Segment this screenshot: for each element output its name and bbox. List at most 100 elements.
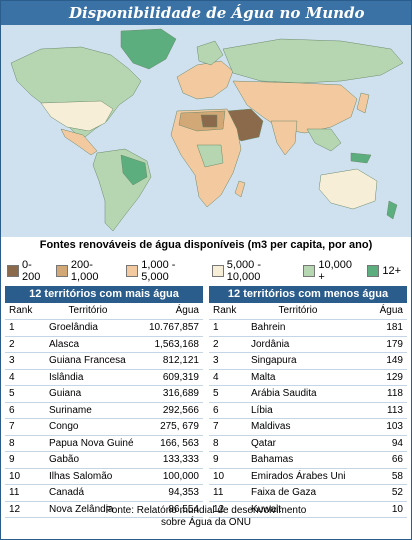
legend-swatch: [367, 265, 380, 277]
table-row: 3 Guiana Francesa 812,121: [5, 353, 203, 370]
row-rank: 7: [213, 421, 219, 432]
table-row: 1 Bahrein 181: [209, 320, 407, 337]
table-row: 9 Bahamas 66: [209, 452, 407, 469]
legend-item: 10,000 +: [303, 259, 361, 283]
row-water-value: 316,689: [162, 388, 199, 399]
table-row: 6 Líbia 113: [209, 403, 407, 419]
table-least-header: 12 territórios com menos água: [209, 286, 407, 303]
source-line: Fonte: Relatório mundial de desenvolvime…: [105, 505, 307, 516]
legend-item: 0-200: [7, 259, 50, 283]
row-territory: Guiana: [49, 388, 82, 399]
legend-label: 1,000 - 5,000: [141, 259, 176, 283]
row-water-value: 118: [387, 388, 403, 399]
table-row: 1 Groelândia 10.767,857: [5, 320, 203, 337]
row-water-value: 103: [386, 421, 403, 432]
row-territory: Ilhas Salomão: [49, 470, 113, 482]
row-water-value: 113: [387, 404, 403, 416]
row-territory: Kuwait: [251, 503, 282, 515]
col-rank: Rank: [213, 305, 237, 316]
europe-shape: [176, 60, 234, 100]
col-water: Água: [379, 305, 403, 316]
row-territory: Papua Nova Guiné: [49, 437, 134, 449]
row-water-value: 66: [391, 454, 403, 465]
papua-shape: [350, 152, 372, 164]
table-most-water: 12 territórios com mais água Rank Territ…: [5, 286, 203, 518]
row-water-value: 149: [386, 355, 403, 366]
row-territory: Guiana Francesa: [49, 355, 126, 366]
row-rank: 11: [9, 487, 20, 498]
table-row: 12 Kuwait 10: [209, 502, 407, 518]
table-row: 4 Malta 129: [209, 370, 407, 386]
row-territory: Nova Zelândia: [49, 503, 114, 515]
row-territory: Jordânia: [251, 338, 290, 350]
row-territory: Faixa de Gaza: [251, 487, 317, 498]
col-territory: Território: [68, 305, 108, 316]
legend-swatch: [211, 265, 224, 277]
legend-swatch: [126, 265, 139, 277]
usa-shape: [40, 100, 114, 132]
row-rank: 3: [213, 355, 219, 366]
row-water-value: 94,353: [168, 487, 199, 498]
table-column-headers: Rank Território Água: [5, 303, 203, 320]
row-rank: 4: [9, 371, 15, 383]
row-territory: Qatar: [251, 437, 277, 449]
legend-swatch: [303, 265, 316, 277]
legend-label: 10,000 +: [318, 259, 353, 283]
row-rank: 12: [9, 503, 21, 515]
australia-shape: [318, 168, 378, 210]
world-map-svg: [1, 25, 411, 237]
row-rank: 1: [213, 322, 219, 333]
row-water-value: 812,121: [162, 355, 199, 366]
legend-label: 200-1,000: [70, 259, 99, 283]
table-row: 12 Nova Zelândia 86,554: [5, 502, 203, 518]
row-territory: Líbia: [251, 404, 273, 416]
row-rank: 2: [9, 338, 15, 350]
table-most-header: 12 territórios com mais água: [5, 286, 203, 303]
row-water-value: 179: [386, 338, 403, 350]
libya-shape: [200, 114, 218, 128]
scandinavia-shape: [196, 40, 224, 66]
source-line: sobre Água da ONU: [160, 517, 252, 528]
row-rank: 11: [213, 487, 224, 498]
row-rank: 10: [9, 470, 21, 482]
table-row: 4 Islândia 609,319: [5, 370, 203, 386]
table-column-headers: Rank Território Água: [209, 303, 407, 320]
row-territory: Bahamas: [251, 454, 294, 465]
legend-swatch: [7, 265, 19, 277]
row-rank: 9: [9, 454, 15, 465]
row-rank: 5: [213, 388, 219, 399]
row-water-value: 181: [386, 322, 403, 333]
row-territory: Singapura: [251, 355, 297, 366]
table-row: 7 Congo 275, 679: [5, 419, 203, 436]
table-row: 11 Canadá 94,353: [5, 485, 203, 502]
row-rank: 8: [213, 437, 219, 449]
row-territory: Congo: [49, 421, 79, 432]
table-row: 5 Guiana 316,689: [5, 386, 203, 403]
row-territory: Gabão: [49, 454, 80, 465]
row-water-value: 86,554: [168, 503, 199, 515]
row-water-value: 100,000: [162, 470, 199, 482]
row-water-value: 52: [391, 487, 403, 498]
india-shape: [270, 120, 298, 156]
row-water-value: 58: [391, 470, 403, 482]
table-least-water: 12 territórios com menos água Rank Terri…: [209, 286, 407, 518]
table-row: 10 Ilhas Salomão 100,000: [5, 469, 203, 485]
map-subtitle: Fontes renováveis de água disponíveis (m…: [39, 239, 373, 251]
table-row: 8 Qatar 94: [209, 436, 407, 452]
row-rank: 3: [9, 355, 15, 366]
southeast-asia-shape: [306, 128, 342, 152]
row-rank: 2: [213, 338, 219, 350]
row-territory: Groelândia: [49, 322, 98, 333]
row-water-value: 129: [386, 371, 403, 383]
table-row: 5 Arábia Saudita 118: [209, 386, 407, 403]
legend-label: 0-200: [21, 259, 41, 283]
row-rank: 4: [213, 371, 219, 383]
table-row: 2 Alasca 1,563,168: [5, 337, 203, 353]
row-territory: Islândia: [49, 371, 84, 383]
row-territory: Emirados Árabes Unidos: [251, 470, 345, 482]
new-zealand-shape: [386, 200, 398, 220]
row-water-value: 133,333: [162, 454, 199, 465]
table-row: 7 Maldivas 103: [209, 419, 407, 436]
table-row: 9 Gabão 133,333: [5, 452, 203, 469]
